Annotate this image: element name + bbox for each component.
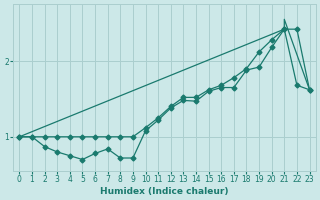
X-axis label: Humidex (Indice chaleur): Humidex (Indice chaleur) [100, 187, 229, 196]
